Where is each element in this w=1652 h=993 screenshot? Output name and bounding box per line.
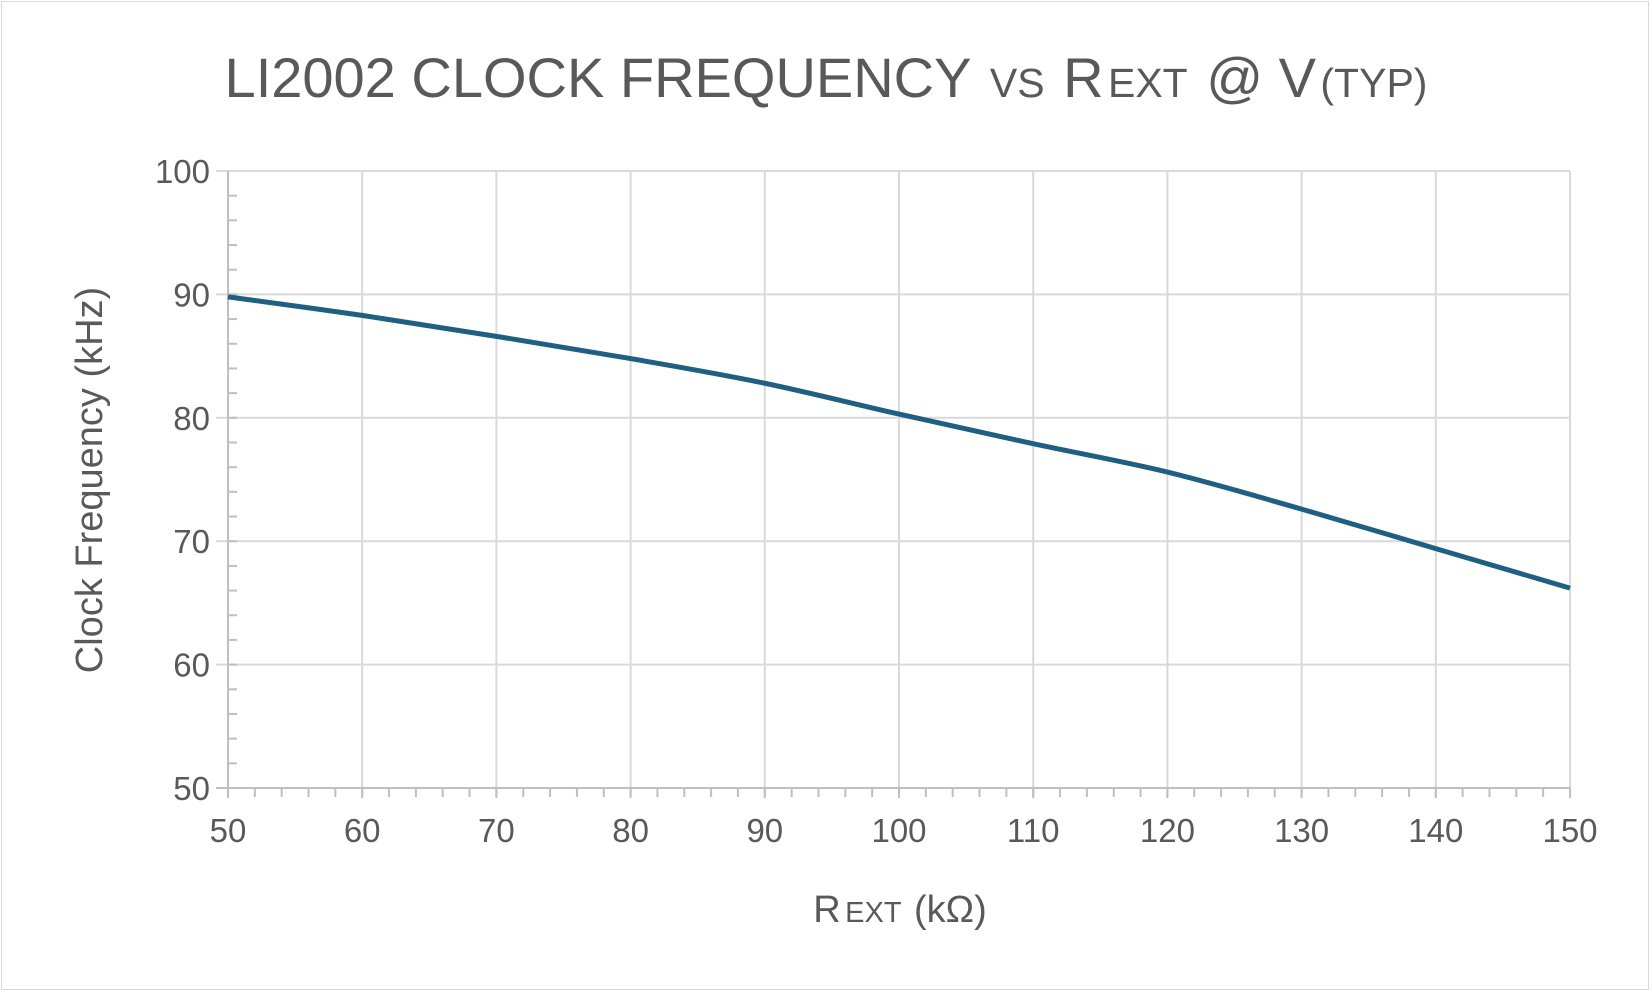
y-tick-label: 100 [155, 153, 210, 190]
title-ext: EXT [1108, 60, 1188, 106]
y-tick-label: 60 [173, 647, 210, 684]
x-tick-label: 50 [210, 812, 247, 849]
x-tick-label: 120 [1140, 812, 1195, 849]
title-at: @ V [1206, 46, 1316, 109]
title-r: R [1063, 46, 1103, 109]
title-main: LI2002 CLOCK FREQUENCY [225, 46, 972, 109]
axes [216, 171, 1571, 798]
x-tick-label: 90 [746, 812, 783, 849]
x-axis-title-unit: (kΩ) [914, 889, 987, 931]
series-layer [227, 294, 1571, 591]
y-axis-title: Clock Frequency (kHz) [69, 287, 111, 673]
minor-ticks [228, 194, 1545, 797]
x-axis-title-ext: EXT [845, 897, 902, 929]
x-tick-label: 70 [478, 812, 515, 849]
series-line [227, 294, 1571, 591]
x-axis-title-r: R [813, 889, 840, 931]
x-tick-label: 100 [871, 812, 926, 849]
x-tick-label: 110 [1007, 812, 1060, 849]
x-tick-label: 150 [1542, 812, 1597, 849]
x-tick-label: 130 [1274, 812, 1329, 849]
x-tick-labels: 50 60 70 80 90 100 110 120 130 140 150 [210, 812, 1598, 849]
title-typ: (TYP) [1320, 60, 1427, 106]
x-tick-label: 140 [1408, 812, 1463, 849]
y-tick-label: 90 [173, 276, 210, 313]
y-tick-label: 70 [173, 523, 210, 560]
title-vs: VS [990, 60, 1045, 106]
y-tick-label: 50 [173, 770, 210, 807]
x-tick-label: 60 [344, 812, 381, 849]
x-tick-label: 80 [612, 812, 649, 849]
chart-title: LI2002 CLOCK FREQUENCY VS R EXT @ V (TYP… [225, 46, 1428, 109]
x-axis-title: R EXT (kΩ) [813, 889, 986, 931]
gridlines [216, 170, 1571, 788]
y-tick-labels: 50 60 70 80 90 100 [155, 153, 210, 807]
y-tick-label: 80 [173, 400, 210, 437]
